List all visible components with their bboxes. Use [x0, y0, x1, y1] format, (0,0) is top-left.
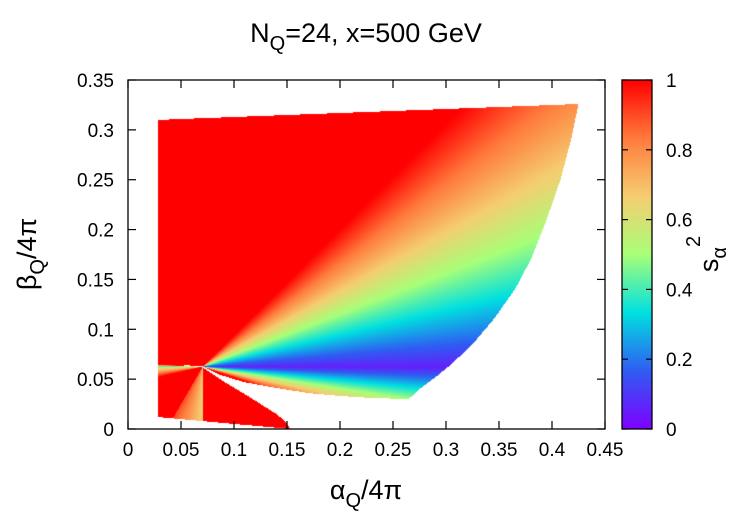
- ylabel-sub: Q: [27, 259, 49, 275]
- title-sub: Q: [270, 33, 286, 55]
- x-tick-label: 0.25: [375, 440, 412, 461]
- cblabel-sup: 2: [683, 236, 705, 247]
- heatmap-image: [128, 80, 605, 429]
- colorbar-tick-label: 0: [666, 420, 677, 441]
- colorbar-tick-label: 1: [666, 71, 677, 92]
- cblabel-main: s: [694, 259, 724, 273]
- colorbar-tick-label: 0.4: [666, 280, 693, 301]
- y-tick-label: 0.05: [77, 370, 114, 391]
- title-main: N: [250, 18, 270, 48]
- y-tick-label: 0.15: [77, 270, 114, 291]
- ylabel-main: β: [12, 275, 42, 291]
- plot-area: [127, 79, 606, 430]
- x-tick-label: 0.15: [269, 440, 306, 461]
- x-axis: 0 0.05 0.1 0.15 0.2 0.25 0.3 0.35 0.4 0.45: [123, 80, 624, 461]
- y-tick-label: 0: [103, 420, 114, 441]
- y-axis: 0 0.05 0.1 0.15 0.2 0.25 0.3 0.35: [77, 71, 605, 441]
- x-tick-label: 0.05: [163, 440, 200, 461]
- colorbar-gradient: [622, 80, 652, 429]
- x-tick-label: 0.45: [587, 440, 624, 461]
- x-tick-label: 0.2: [327, 440, 353, 461]
- xlabel-sub: Q: [345, 490, 361, 512]
- x-tick-label: 0.1: [221, 440, 247, 461]
- colorbar-frame: [621, 79, 653, 430]
- colorbar-label: sα2: [683, 236, 731, 272]
- cblabel-sub: α: [709, 247, 731, 259]
- x-tick-label: 0.35: [481, 440, 518, 461]
- chart-title: NQ=24, x=500 GeV: [250, 18, 482, 55]
- y-axis-label: βQ/4π: [12, 218, 49, 290]
- ylabel-rest: /4π: [12, 218, 42, 259]
- x-tick-label: 0.3: [433, 440, 459, 461]
- xlabel-main: α: [330, 475, 346, 505]
- colorbar: 0 0.2 0.4 0.6 0.8 1: [621, 71, 693, 441]
- x-axis-label: αQ/4π: [330, 475, 402, 512]
- plot-frame: [127, 79, 606, 430]
- xlabel-rest: /4π: [361, 475, 402, 505]
- x-tick-label: 0: [123, 440, 134, 461]
- colorbar-tick-label: 0.6: [666, 211, 692, 232]
- y-tick-label: 0.25: [77, 171, 114, 192]
- y-tick-label: 0.2: [88, 221, 114, 242]
- colorbar-tick-label: 0.8: [666, 141, 692, 162]
- x-tick-label: 0.4: [539, 440, 566, 461]
- y-tick-label: 0.35: [77, 71, 114, 92]
- title-rest: =24, x=500 GeV: [285, 18, 482, 48]
- colorbar-tick-label: 0.2: [666, 350, 692, 371]
- y-tick-label: 0.3: [88, 121, 114, 142]
- y-tick-label: 0.1: [88, 320, 114, 341]
